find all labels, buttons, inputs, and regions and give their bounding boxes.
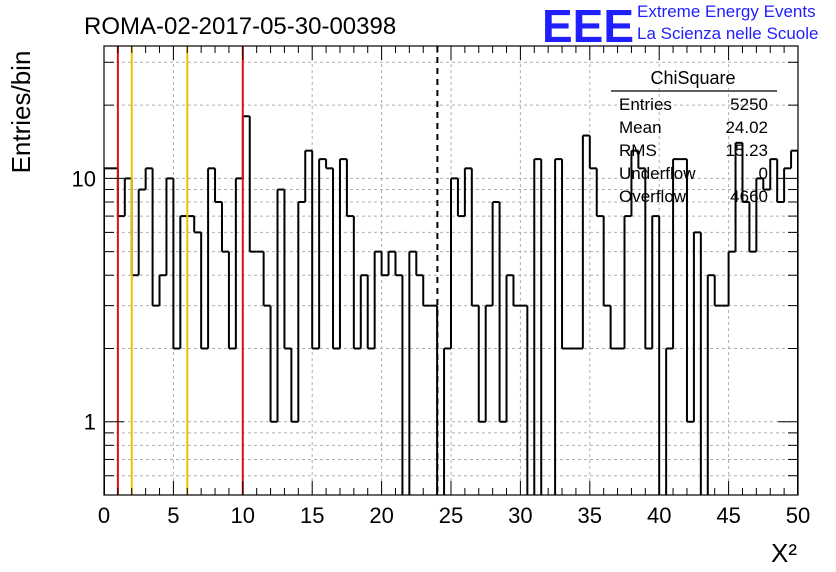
x-tick-label: 20	[369, 503, 393, 528]
stats-value-overflow: 4660	[730, 187, 768, 206]
x-tick-labels: 0 5 10 15 20 25 30 35 40 45 50	[98, 503, 810, 528]
x-tick-label: 30	[508, 503, 532, 528]
y-tick-labels: 1 10	[72, 166, 96, 434]
org-name-line2: La Scienza nelle Scuole	[637, 24, 818, 43]
stats-value-rms: 15.23	[725, 141, 768, 160]
histogram-bins	[104, 115, 798, 495]
stats-value-underflow: 0	[759, 164, 768, 183]
x-tick-label: 5	[167, 503, 179, 528]
y-axis-title: Entries/bin	[6, 51, 36, 174]
stats-label-overflow: Overflow	[619, 187, 687, 206]
x-tick-label: 25	[439, 503, 463, 528]
stats-label-rms: RMS	[619, 141, 657, 160]
org-name-line1: Extreme Energy Events	[637, 2, 816, 21]
x-tick-label: 45	[716, 503, 740, 528]
x-tick-label: 40	[647, 503, 671, 528]
stats-label-underflow: Underflow	[619, 164, 696, 183]
x-tick-label: 0	[98, 503, 110, 528]
stats-label-mean: Mean	[619, 118, 662, 137]
stats-value-mean: 24.02	[725, 118, 768, 137]
x-tick-label: 35	[578, 503, 602, 528]
stats-box: ChiSquare Entries 5250 Mean 24.02 RMS 15…	[611, 68, 777, 206]
axis-ticks	[103, 46, 799, 495]
stats-label-entries: Entries	[619, 95, 672, 114]
x-tick-label: 10	[231, 503, 255, 528]
x-tick-label: 15	[300, 503, 324, 528]
eee-logo: EEE	[542, 0, 634, 52]
threshold-lines	[116, 46, 439, 495]
y-tick-label: 10	[72, 166, 96, 191]
stats-title: ChiSquare	[650, 68, 735, 88]
x-tick-label: 50	[786, 503, 810, 528]
plot-title: ROMA-02-2017-05-30-00398	[84, 13, 396, 40]
y-tick-label: 1	[84, 410, 96, 435]
stats-value-entries: 5250	[730, 95, 768, 114]
x-axis-title: X²	[771, 538, 797, 568]
